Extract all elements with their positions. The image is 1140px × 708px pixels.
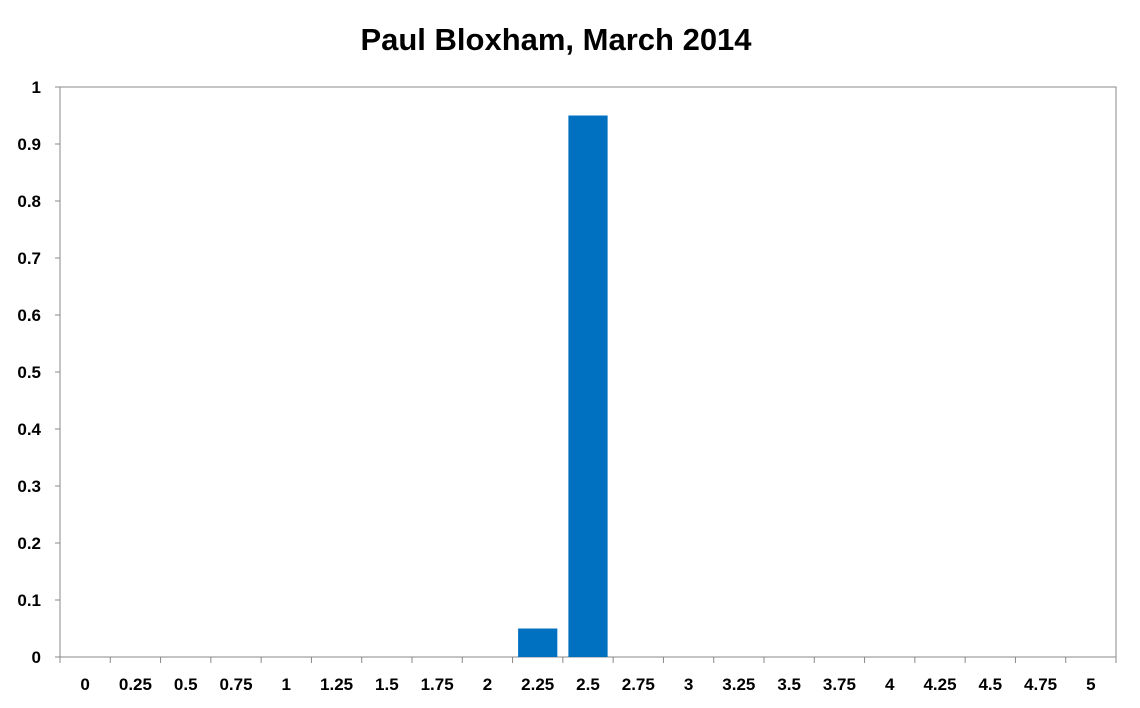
y-tick-label: 0.6 (17, 306, 41, 325)
y-tick-label: 0.1 (17, 591, 41, 610)
x-tick-label: 2 (483, 675, 492, 694)
bar-series (518, 115, 608, 657)
x-tick-label: 5 (1086, 675, 1095, 694)
y-tick-label: 1 (32, 78, 41, 97)
y-axis: 0 0.1 0.2 0.3 0.4 0.5 0.6 0.7 0.8 0.9 1 (17, 78, 60, 667)
x-tick-label: 3.5 (777, 675, 801, 694)
y-tick-label: 0.2 (17, 534, 41, 553)
chart-title: Paul Bloxham, March 2014 (360, 22, 752, 57)
y-tick-label: 0.8 (17, 192, 41, 211)
x-tick-label: 0.25 (119, 675, 152, 694)
x-tick-label: 4 (885, 675, 895, 694)
x-tick-label: 3.75 (823, 675, 856, 694)
y-tick-label: 0 (32, 648, 41, 667)
x-tick-label: 0.5 (174, 675, 198, 694)
x-tick-label: 1.75 (421, 675, 454, 694)
y-tick-label: 0.9 (17, 135, 41, 154)
x-tick-label: 4.25 (923, 675, 956, 694)
x-tick-label: 4.5 (978, 675, 1002, 694)
x-axis: 0 0.25 0.5 0.75 1 1.25 1.5 1.75 2 2.25 2.5 2.75 3 3.2… (59, 657, 1117, 694)
x-tick-label: 4.75 (1024, 675, 1057, 694)
x-tick-label: 1.5 (375, 675, 399, 694)
x-tick-label: 2.25 (521, 675, 554, 694)
x-tick-label: 2.75 (622, 675, 655, 694)
x-tick-label: 3.25 (722, 675, 755, 694)
y-tick-label: 0.3 (17, 477, 41, 496)
x-tick-label: 3 (684, 675, 693, 694)
bar (518, 628, 558, 657)
x-tick-label: 2.5 (576, 675, 600, 694)
x-tick-label: 1 (282, 675, 291, 694)
y-tick-label: 0.4 (17, 420, 41, 439)
x-tick-label: 1.25 (320, 675, 353, 694)
y-tick-label: 0.5 (17, 363, 41, 382)
bar (568, 115, 608, 657)
x-tick-label: 0.75 (219, 675, 252, 694)
x-tick-label: 0 (80, 675, 89, 694)
y-tick-label: 0.7 (17, 249, 41, 268)
